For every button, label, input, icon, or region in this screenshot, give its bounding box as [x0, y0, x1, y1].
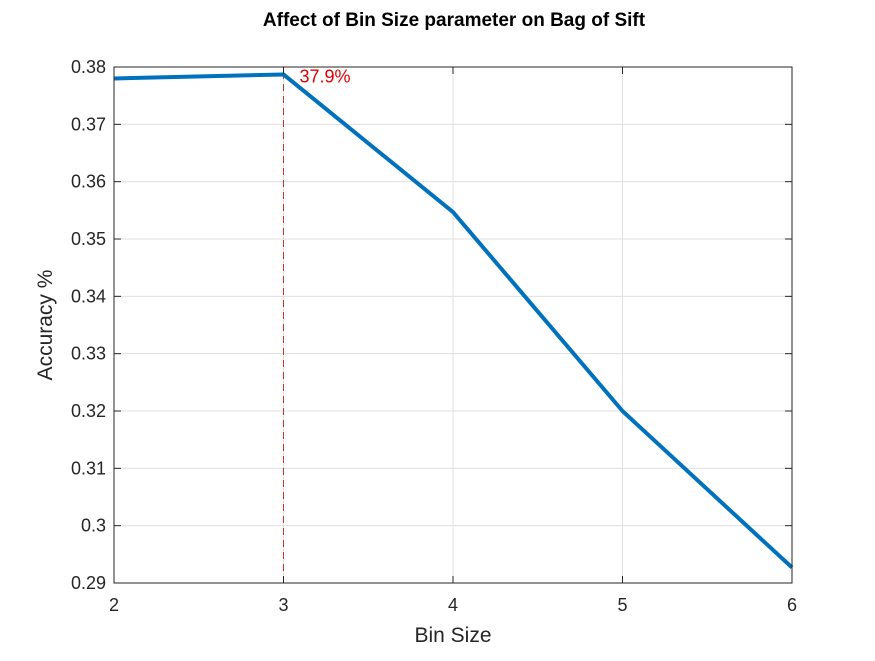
grid [114, 67, 792, 583]
y-axis-label: Accuracy % [34, 270, 57, 381]
y-tick-label: 0.33 [71, 344, 106, 364]
x-tick-label: 5 [617, 595, 627, 615]
annotation-label: 37.9% [300, 66, 351, 86]
x-axis-label: Bin Size [414, 624, 491, 647]
x-tick-label: 4 [448, 595, 458, 615]
y-tick-label: 0.36 [71, 172, 106, 192]
x-tick-label: 3 [278, 595, 288, 615]
y-tick-label: 0.32 [71, 401, 106, 421]
ticks: 2 3 4 5 6 0.29 0.3 0.31 0.32 0.33 0.34 0.35 0.36 0.37… [71, 57, 797, 615]
chart-title: Affect of Bin Size parameter on Bag of S… [263, 10, 646, 31]
y-tick-label: 0.35 [71, 229, 106, 249]
y-tick-label: 0.29 [71, 573, 106, 593]
y-tick-label: 0.3 [81, 516, 106, 536]
y-tick-label: 0.37 [71, 114, 106, 134]
x-tick-label: 6 [787, 595, 797, 615]
y-tick-label: 0.31 [71, 458, 106, 478]
x-tick-label: 2 [109, 595, 119, 615]
y-tick-label: 0.34 [71, 286, 106, 306]
y-tick-label: 0.38 [71, 57, 106, 77]
annotation-text-group: 37.9% [300, 66, 351, 86]
